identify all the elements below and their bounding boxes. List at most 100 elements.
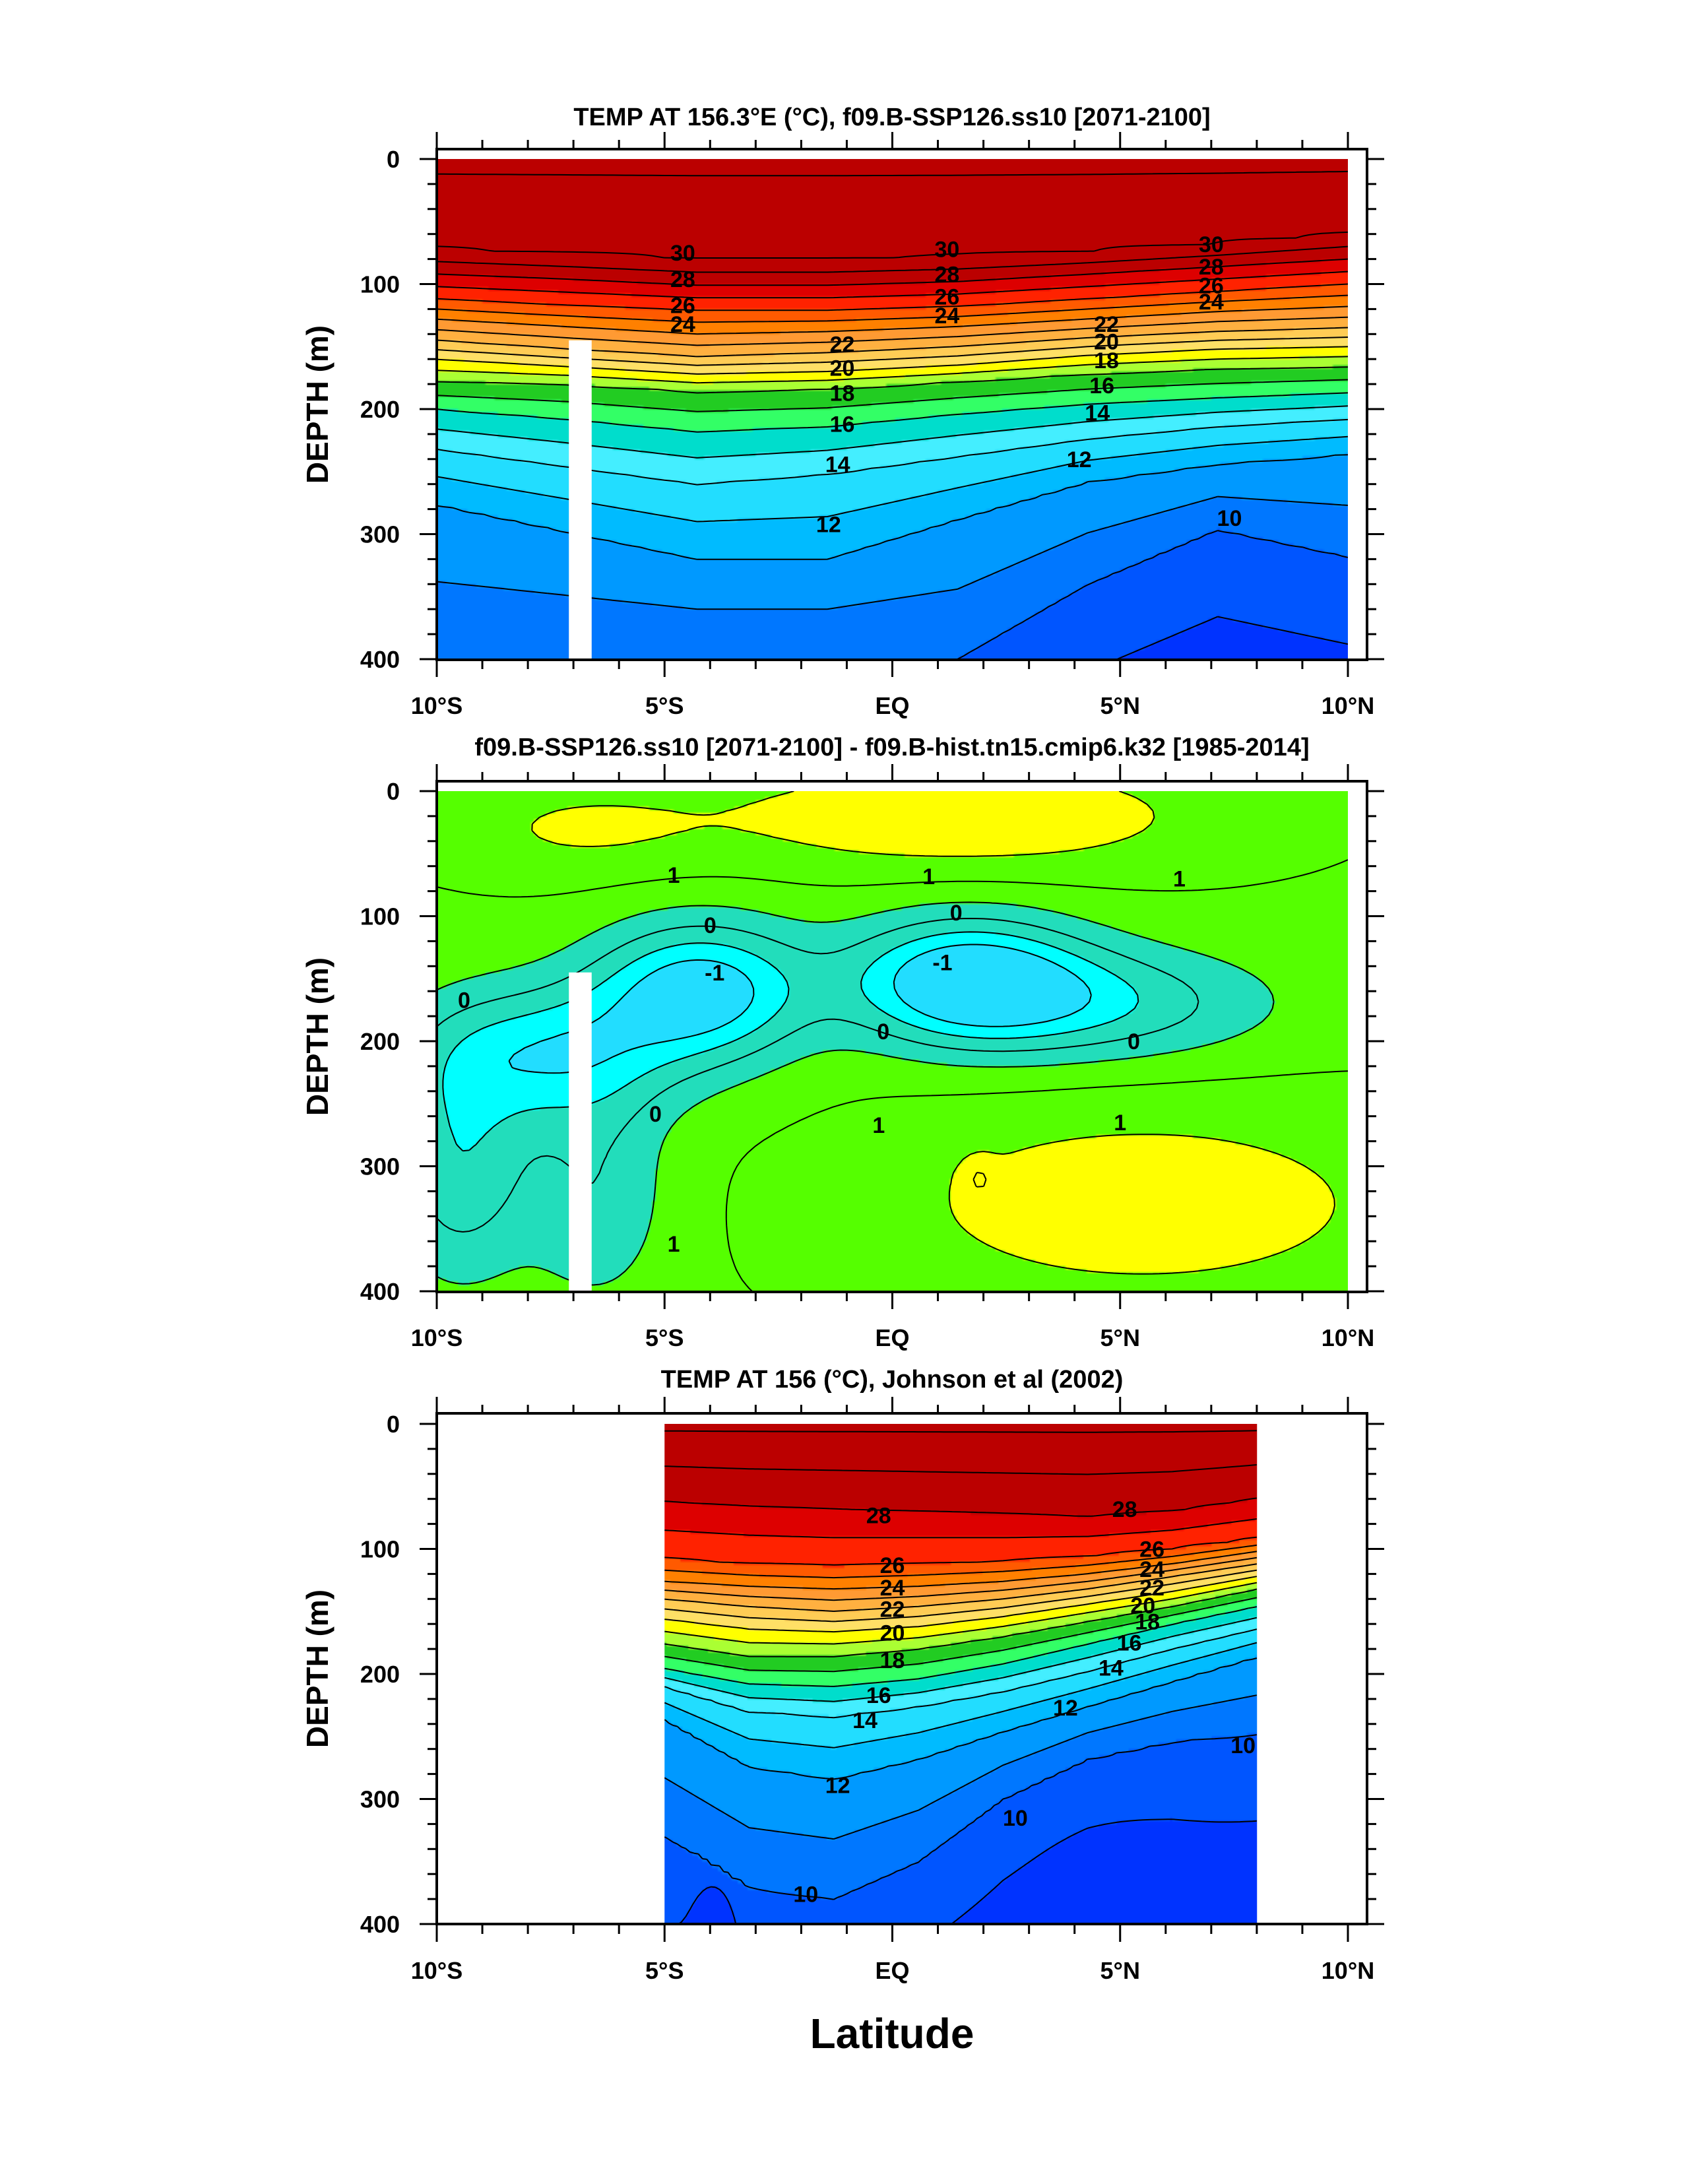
- x-tick-label: 5°S: [645, 1957, 684, 1984]
- contour-label: 1: [922, 864, 935, 889]
- plot-frame: [435, 148, 1368, 661]
- contour-label: 22: [1139, 1576, 1164, 1601]
- y-tick-label: 200: [360, 396, 400, 423]
- contour-line: [664, 1628, 1258, 1719]
- y-axis-label: DEPTH (m): [300, 1590, 335, 1748]
- contour-label: 10: [1003, 1806, 1028, 1831]
- contour-line: [437, 356, 1348, 384]
- y-tick-label: 300: [360, 1153, 400, 1180]
- contour-line: [664, 1430, 1257, 1433]
- x-tick-label: 10°S: [411, 692, 462, 719]
- contour-label: 28: [1199, 255, 1224, 280]
- contour-label: 16: [1117, 1631, 1142, 1656]
- contour-label: 0: [704, 913, 717, 938]
- contour-label: 24: [1139, 1557, 1164, 1582]
- contour-line: [664, 1518, 1258, 1539]
- y-tick-label: 400: [360, 1911, 400, 1938]
- contour-line: [437, 231, 1348, 259]
- contour-label: 20: [880, 1621, 905, 1646]
- x-tick-label: EQ: [875, 1957, 909, 1984]
- plot-frame: [435, 1412, 1368, 1925]
- contour-line: [437, 392, 1348, 433]
- contour-line: [664, 1563, 1258, 1612]
- contour-label: 14: [825, 452, 850, 477]
- contour-label: -1: [705, 961, 724, 986]
- contour-label: 30: [934, 237, 959, 262]
- panel-observed-temperature: TEMP AT 156 (°C), Johnson et al (2002) 2…: [300, 1366, 1384, 1984]
- panel-temperature-difference: f09.B-SSP126.ss10 [2071-2100] - f09.B-hi…: [300, 734, 1384, 1351]
- contour-line: [664, 1557, 1258, 1601]
- contour-labels: 28 28262624242222202018181616141412121010…: [793, 1497, 1256, 1908]
- contour-label: 18: [880, 1648, 905, 1673]
- contour-labels: 1 1 10 00-1 -10 00 1 11: [458, 863, 1186, 1257]
- contour-label: 24: [1199, 290, 1224, 315]
- data-mask: [569, 340, 592, 659]
- x-tick-label: 5°S: [645, 1324, 684, 1351]
- contour-label: 28: [1112, 1497, 1137, 1522]
- contour-line: [437, 901, 1275, 1286]
- contour-line: [437, 337, 1348, 366]
- contour-label: 18: [1135, 1609, 1160, 1634]
- contour-label: 28: [934, 262, 959, 287]
- y-tick-label: 400: [360, 1278, 400, 1305]
- contour-label: 22: [830, 332, 855, 357]
- x-tick-label: 5°N: [1100, 692, 1140, 719]
- contour-line: [437, 258, 1348, 286]
- contour-label: 1: [668, 1232, 680, 1257]
- panel-title: TEMP AT 156.3°E (°C), f09.B-SSP126.ss10 …: [573, 104, 1210, 131]
- contour-label: 16: [830, 412, 855, 437]
- y-tick-label: 0: [387, 778, 400, 805]
- contour-lines: [664, 1430, 1258, 1924]
- contour-line: [664, 1694, 1258, 1840]
- y-tick-label: 200: [360, 1028, 400, 1055]
- contour-line: [664, 1464, 1257, 1475]
- x-tick-label: 10°N: [1322, 692, 1374, 719]
- panel-title: f09.B-SSP126.ss10 [2071-2100] - f09.B-hi…: [474, 734, 1309, 761]
- x-tick-label: 10°N: [1322, 1957, 1374, 1984]
- contour-label: 26: [934, 284, 959, 309]
- x-tick-label: 5°N: [1100, 1324, 1140, 1351]
- contour-line: [437, 454, 1348, 560]
- x-tick-label: EQ: [875, 1324, 909, 1351]
- x-tick-label: EQ: [875, 692, 909, 719]
- contour-label: 26: [880, 1553, 905, 1578]
- plot-frame: [435, 780, 1368, 1293]
- y-axis-label: DEPTH (m): [300, 325, 335, 484]
- data-mask: [569, 972, 592, 1291]
- contour-line: [664, 1588, 1258, 1657]
- contour-label: 14: [1099, 1656, 1124, 1681]
- contour-label: 12: [816, 512, 841, 537]
- contour-label: 26: [1199, 273, 1224, 298]
- contour-label: 10: [793, 1882, 818, 1908]
- contour-label: 12: [1053, 1696, 1078, 1721]
- contour-line: [664, 1582, 1258, 1645]
- contour-label: 0: [877, 1019, 889, 1044]
- y-axis-label: DEPTH (m): [300, 957, 335, 1116]
- contour-line: [437, 366, 1348, 394]
- contour-label: 0: [649, 1102, 662, 1127]
- y-tick-label: 0: [387, 1411, 400, 1438]
- x-tick-label: 10°S: [411, 1324, 462, 1351]
- contour-line: [664, 1536, 1257, 1566]
- contour-line: [437, 418, 1348, 486]
- mask-bar: [569, 972, 592, 1291]
- panel-model-temperature: TEMP AT 156.3°E (°C), f09.B-SSP126.ss10 …: [300, 104, 1384, 719]
- contour-label: 0: [1128, 1029, 1140, 1054]
- y-tick-label: 400: [360, 646, 400, 673]
- contour-line: [664, 1597, 1258, 1673]
- contour-label: 0: [458, 988, 470, 1013]
- contour-label: 14: [852, 1708, 877, 1733]
- mask-bar: [569, 340, 592, 659]
- x-tick-label: 5°S: [645, 692, 684, 719]
- contour-label: -1: [932, 951, 952, 976]
- contour-label: 10: [1230, 1733, 1256, 1758]
- contour-line: [531, 791, 1335, 1275]
- contour-label: 1: [1114, 1110, 1126, 1136]
- y-tick-label: 300: [360, 521, 400, 548]
- y-tick-label: 0: [387, 146, 400, 173]
- contour-label: 30: [670, 241, 695, 266]
